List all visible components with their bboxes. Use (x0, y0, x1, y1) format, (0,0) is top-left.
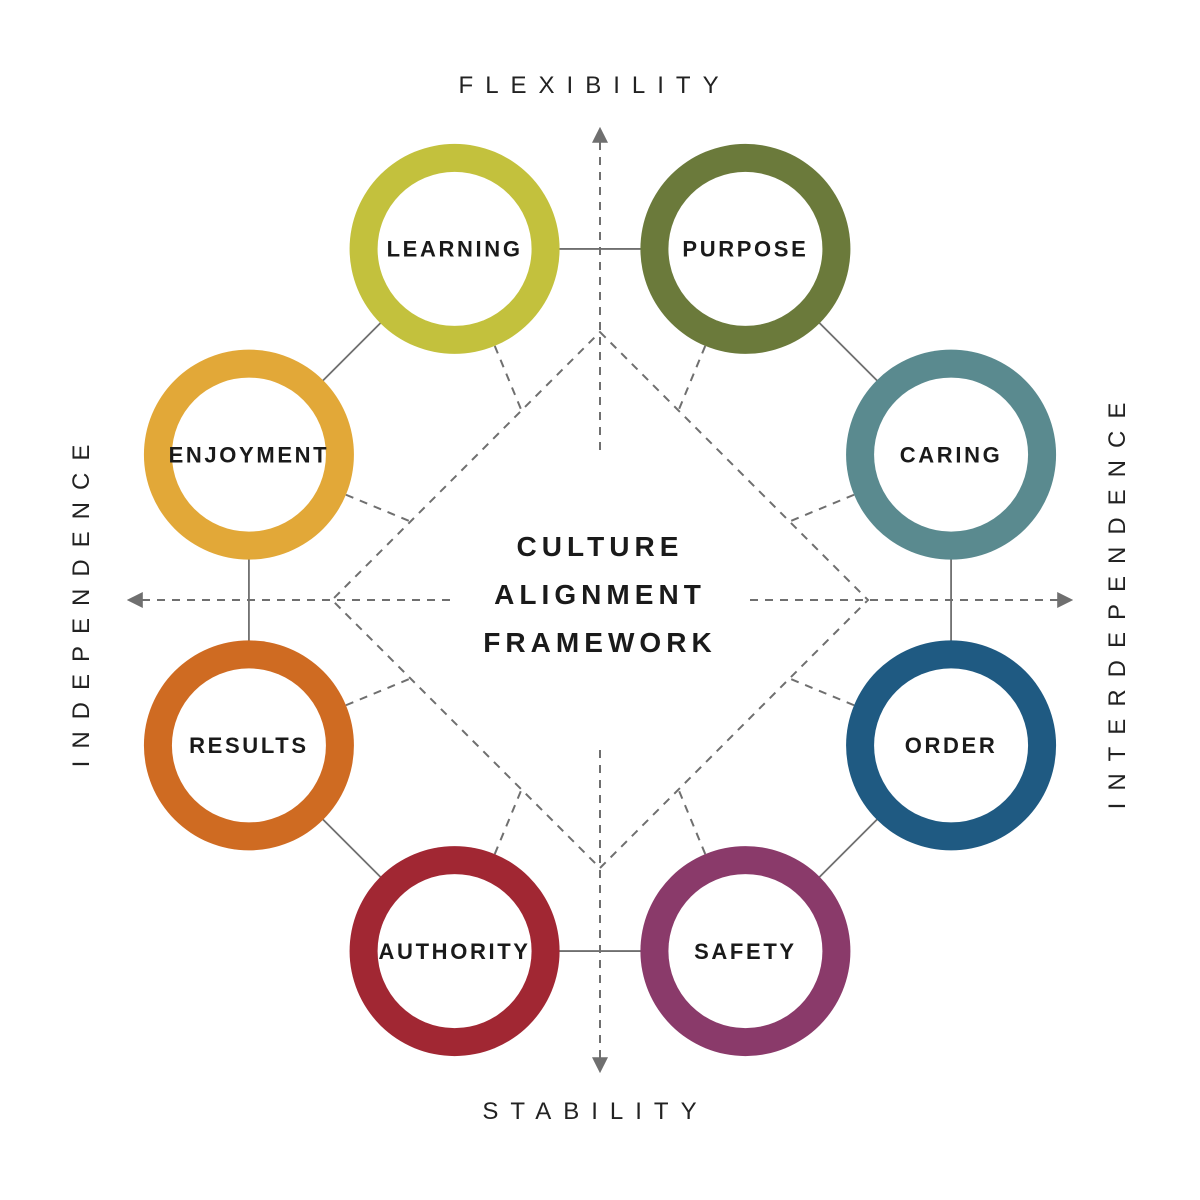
node-safety: SAFETY (640, 846, 850, 1056)
node-label-caring: CARING (900, 442, 1003, 467)
axis-label-stability: STABILITY (482, 1098, 708, 1126)
node-learning: LEARNING (350, 144, 560, 354)
center-title-line: CULTURE (517, 531, 684, 562)
axis-label-interdependence: INTERDEPENDENCE (1104, 391, 1132, 810)
node-label-safety: SAFETY (694, 939, 797, 964)
node-order: ORDER (846, 640, 1056, 850)
node-label-authority: AUTHORITY (379, 939, 531, 964)
node-enjoyment: ENJOYMENT (144, 350, 354, 560)
node-label-results: RESULTS (189, 733, 309, 758)
axis-label-independence: INDEPENDENCE (68, 433, 96, 768)
axis-label-flexibility: FLEXIBILITY (459, 72, 731, 100)
node-label-order: ORDER (905, 733, 998, 758)
node-caring: CARING (846, 350, 1056, 560)
center-title-line: FRAMEWORK (483, 627, 717, 658)
culture-alignment-diagram: CULTURE ALIGNMENT FRAMEWORK PURPOSE CARING OR… (0, 0, 1200, 1200)
node-label-purpose: PURPOSE (682, 237, 808, 262)
node-authority: AUTHORITY (350, 846, 560, 1056)
node-results: RESULTS (144, 640, 354, 850)
diagram-svg: CULTURE ALIGNMENT FRAMEWORK PURPOSE CARING OR… (0, 0, 1200, 1200)
node-purpose: PURPOSE (640, 144, 850, 354)
node-label-learning: LEARNING (387, 237, 523, 262)
center-title-line: ALIGNMENT (494, 579, 706, 610)
node-label-enjoyment: ENJOYMENT (169, 442, 330, 467)
